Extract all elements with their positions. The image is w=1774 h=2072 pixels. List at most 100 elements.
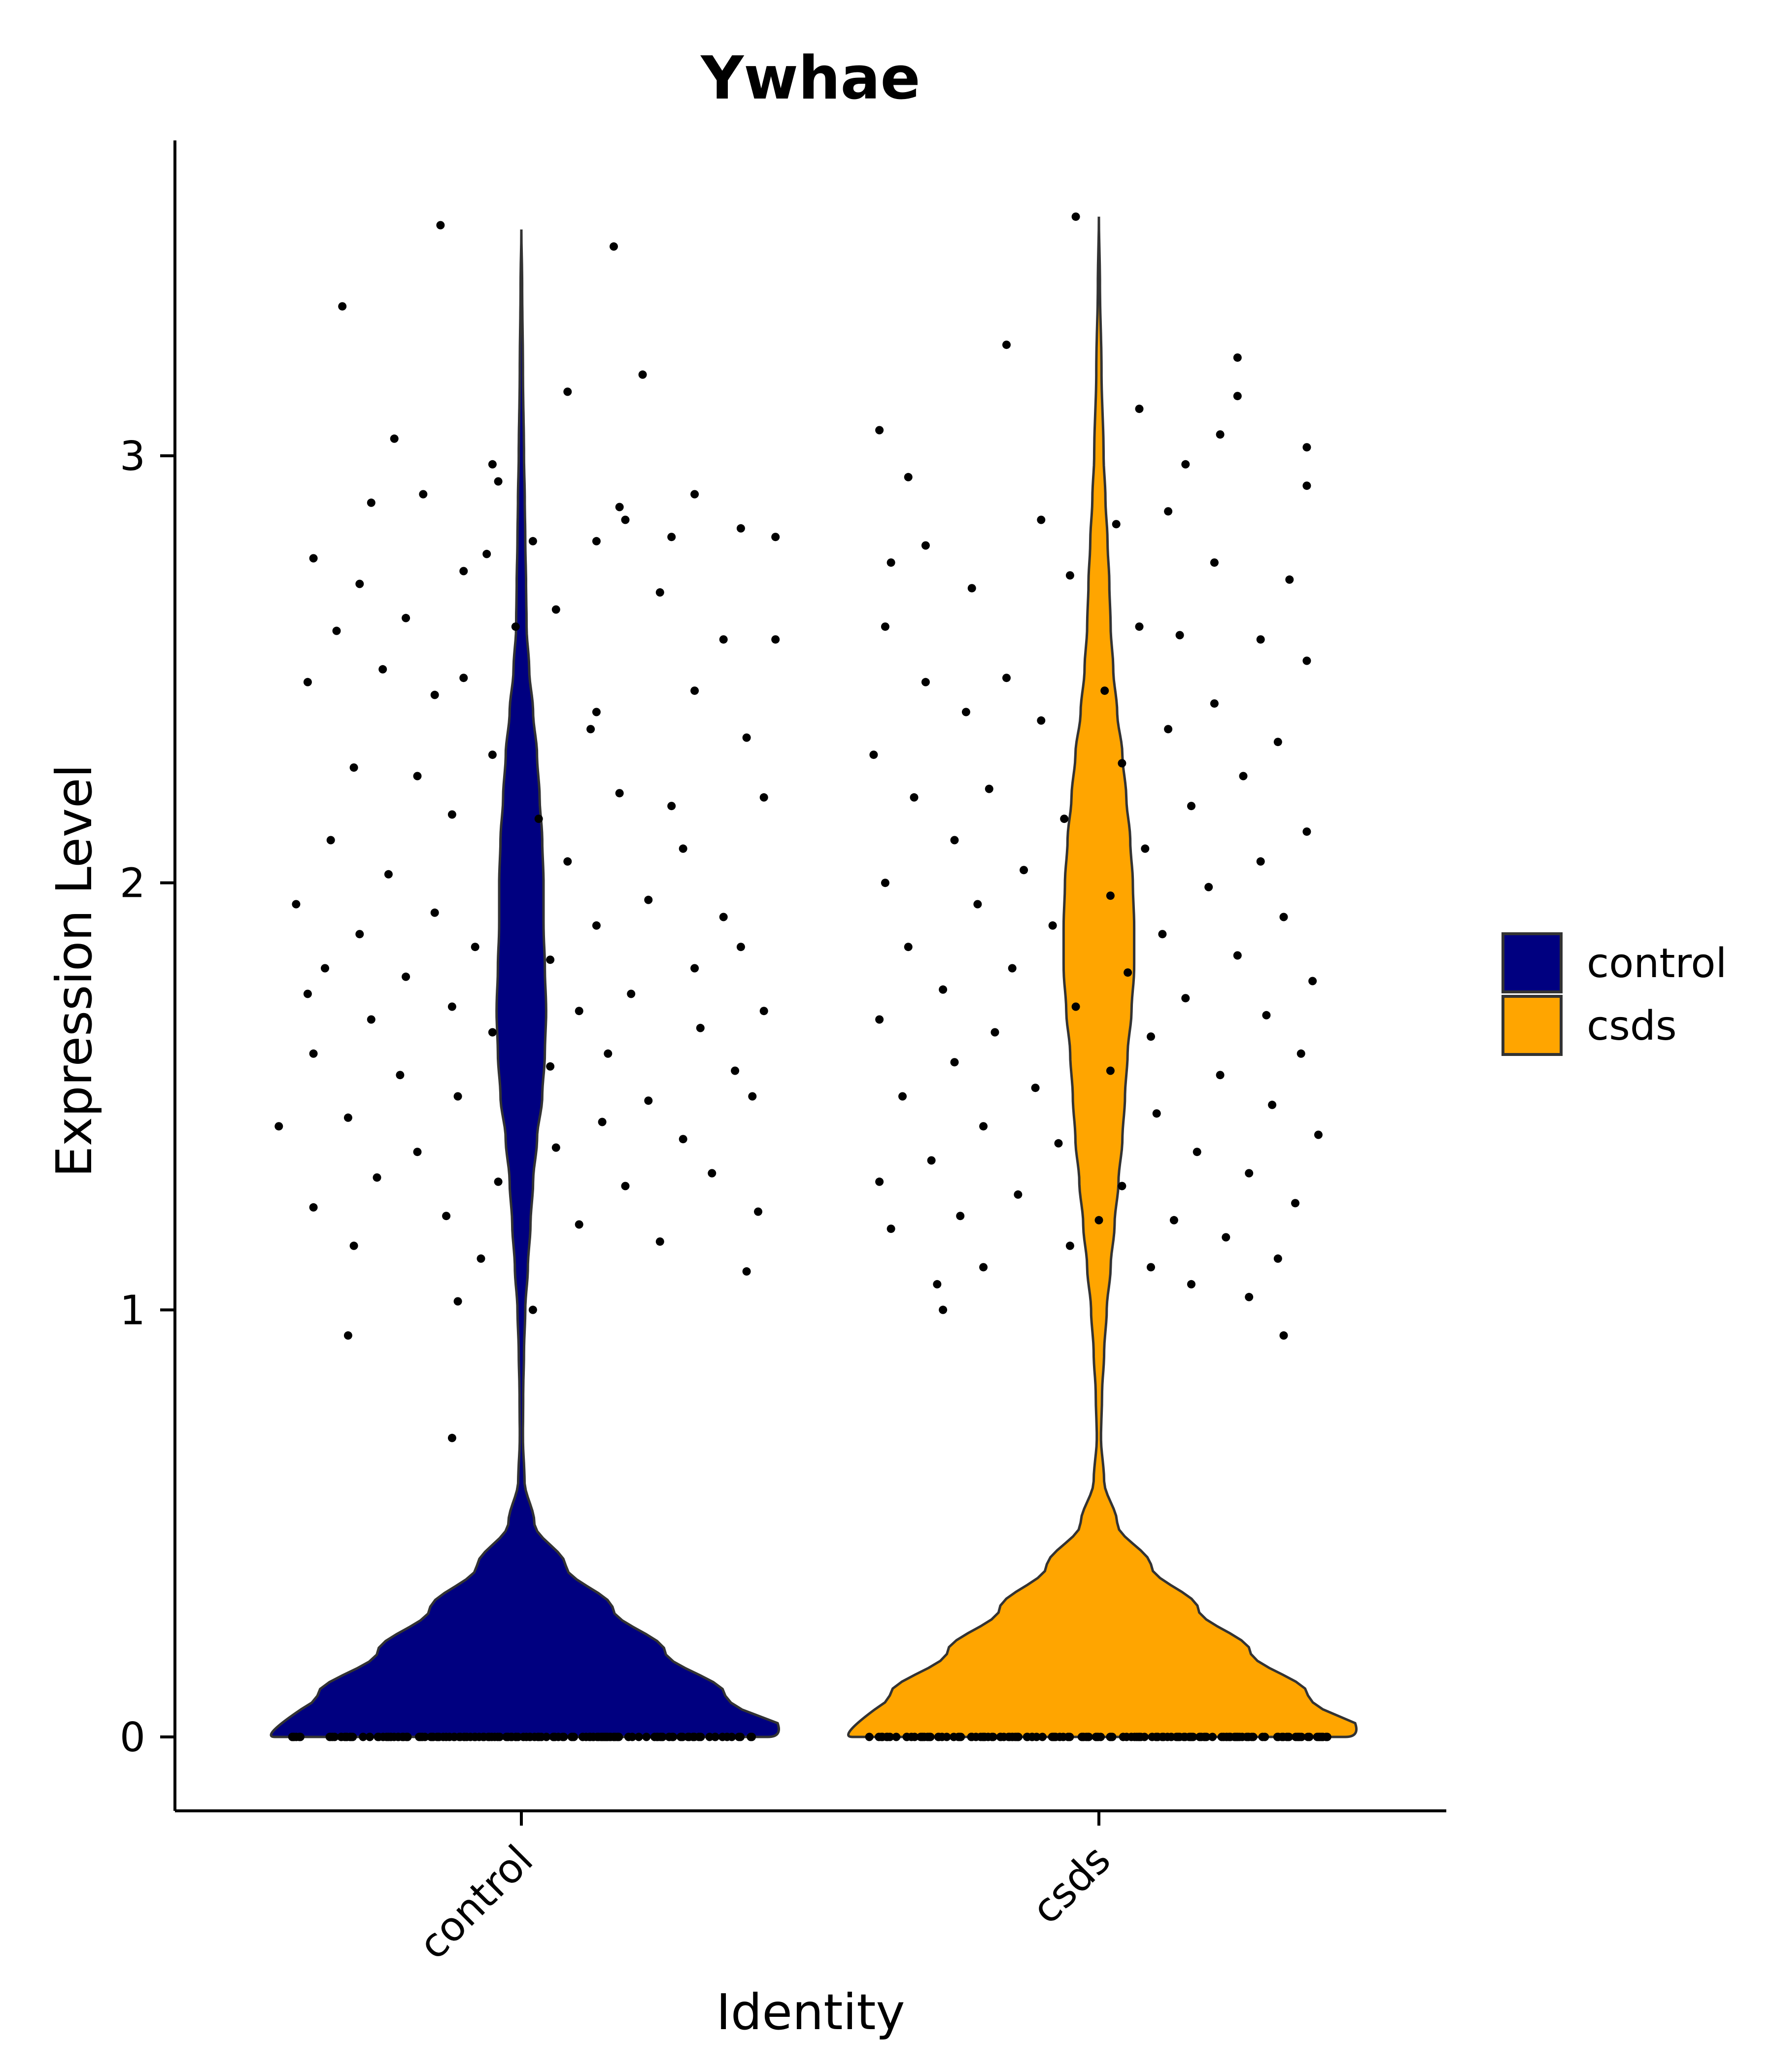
y-tick-label: 3 [120,433,145,480]
data-point [956,1212,965,1221]
data-point-zero [1092,1732,1101,1741]
data-point [621,1182,630,1190]
data-point [875,1015,884,1024]
data-point-zero [374,1732,382,1741]
data-point [1094,1216,1103,1224]
data-point [1031,1084,1040,1092]
data-point [1285,575,1294,584]
data-point [921,541,930,550]
data-point-zero [504,1732,512,1741]
data-point [950,1058,959,1067]
data-point [488,460,497,469]
data-point [453,1092,462,1101]
legend-label-csds: csds [1587,1003,1677,1050]
data-point-zero [342,1732,351,1741]
data-point [1008,964,1017,973]
data-point-zero [416,1732,425,1741]
data-point [1071,1002,1080,1011]
data-point [904,943,913,951]
data-point-zero [734,1732,743,1741]
data-point [598,1118,607,1126]
data-point [292,900,301,909]
data-point-zero [624,1732,633,1741]
data-point-zero [603,1732,612,1741]
data-point [1273,738,1282,747]
x-tick-label-control: control [410,1836,542,1969]
y-tick-label: 2 [120,860,145,907]
data-point-zero [1119,1732,1127,1741]
data-point [1308,977,1317,985]
data-point [1152,1109,1161,1118]
data-point [546,1062,555,1071]
data-point [973,900,982,909]
data-point [1314,1130,1323,1139]
data-point [1141,844,1150,853]
data-point [1239,772,1248,781]
data-point [979,1263,988,1272]
data-point [719,635,728,644]
data-point [546,955,555,964]
data-point [1302,827,1311,836]
data-point [1158,930,1167,939]
data-point [1065,571,1074,580]
data-point-zero [1188,1732,1196,1741]
data-point-zero [1059,1732,1068,1741]
data-point [679,844,687,853]
data-point [1164,507,1173,516]
data-point [459,674,468,682]
data-point [1222,1233,1230,1242]
data-point [985,784,993,793]
data-point-zero [428,1732,437,1741]
data-point-zero [727,1732,736,1741]
data-point [1037,515,1046,524]
data-point [731,1066,740,1075]
data-point [736,524,745,533]
data-point-zero [925,1732,934,1741]
data-point [1135,405,1144,413]
data-point-zero [1014,1732,1023,1741]
data-point [881,622,889,631]
data-point [679,1135,687,1144]
data-point [655,588,664,597]
data-point [961,708,970,716]
data-point-zero [1174,1732,1183,1741]
legend-label-control: control [1587,940,1727,987]
data-point [759,1007,768,1016]
data-point-zero [525,1732,534,1741]
data-point-zero [365,1732,374,1741]
violin-csds [847,216,1358,1738]
data-point [1065,1241,1074,1250]
data-point-zero [1222,1732,1231,1741]
data-point [1118,1182,1126,1190]
y-tick-label: 0 [120,1714,145,1761]
x-tick-label-csds: csds [1023,1836,1120,1933]
data-point-zero [902,1732,911,1741]
legend-swatch-control [1501,932,1563,993]
data-point-zero [559,1732,568,1741]
data-point [771,533,780,542]
data-point [447,810,456,819]
data-point-zero [656,1732,665,1741]
data-point [1233,353,1242,362]
data-point-zero [490,1732,499,1741]
data-point-zero [589,1732,598,1741]
data-point [1048,921,1057,930]
data-point [719,913,728,921]
data-point [338,302,347,311]
data-point [1147,1263,1155,1272]
data-point [1106,891,1115,900]
data-point [875,1177,884,1186]
data-point [551,1143,560,1152]
data-point [1262,1011,1271,1019]
data-point-zero [683,1732,692,1741]
data-point-zero [1163,1732,1172,1741]
data-point-zero [718,1732,727,1741]
data-point [655,1237,664,1246]
data-point [430,908,439,917]
data-point [528,537,537,545]
data-point [644,895,653,904]
data-point [967,584,976,593]
data-point [488,750,497,759]
data-point [534,815,543,823]
data-point [904,473,913,481]
